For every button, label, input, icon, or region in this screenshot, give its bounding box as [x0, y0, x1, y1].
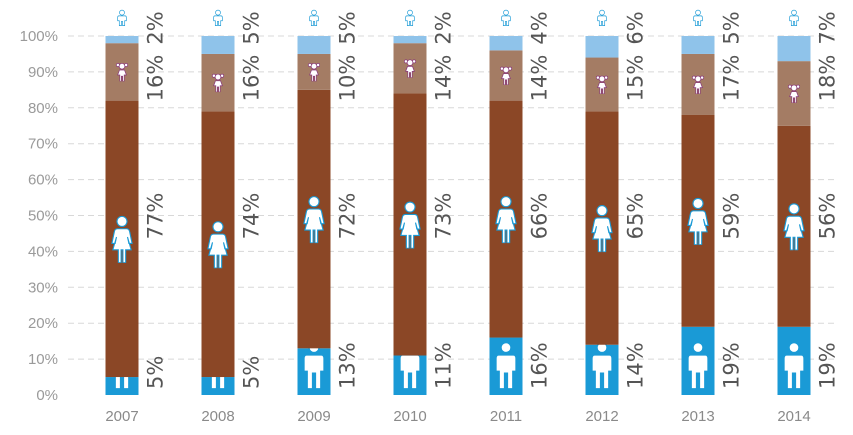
- data-label-girls: 16%: [144, 55, 168, 102]
- data-label-girls: 15%: [624, 55, 648, 102]
- y-tick-label: 10%: [28, 351, 58, 368]
- bar-group-2014: 19% 56% 18% 7% 2014: [777, 9, 840, 425]
- data-label-women: 72%: [336, 193, 360, 240]
- x-tick-label: 2009: [297, 408, 330, 425]
- bar-segment-boys: [777, 36, 811, 62]
- data-label-girls: 14%: [528, 55, 552, 102]
- data-label-men: 13%: [336, 342, 360, 389]
- boy-icon: [693, 9, 703, 26]
- data-label-women: 73%: [432, 193, 456, 240]
- y-tick-label: 80%: [28, 100, 58, 117]
- data-label-boys: 5%: [720, 11, 744, 44]
- x-tick-label: 2007: [105, 408, 138, 425]
- bar-segment-boys: [297, 36, 331, 54]
- x-tick-label: 2013: [681, 408, 714, 425]
- x-tick-label: 2012: [585, 408, 618, 425]
- data-label-boys: 5%: [240, 11, 264, 44]
- data-label-boys: 4%: [528, 11, 552, 44]
- data-label-men: 19%: [720, 342, 744, 389]
- bar-segment-boys: [489, 36, 523, 51]
- bar-group-2012: 14% 65% 15% 6% 2012: [585, 9, 648, 425]
- bar-group-2007: 5% 77% 16% 2% 2007: [105, 9, 168, 425]
- boy-icon: [309, 9, 319, 26]
- bar-segment-boys: [105, 36, 139, 44]
- y-tick-label: 70%: [28, 136, 58, 153]
- data-label-women: 77%: [144, 193, 168, 240]
- bar-segment-boys: [201, 36, 235, 54]
- x-tick-label: 2014: [777, 408, 810, 425]
- y-tick-label: 100%: [20, 28, 58, 45]
- data-label-women: 66%: [528, 193, 552, 240]
- y-tick-label: 50%: [28, 208, 58, 225]
- data-label-men: 5%: [144, 356, 168, 389]
- y-tick-label: 30%: [28, 279, 58, 296]
- boy-icon: [117, 9, 127, 26]
- y-tick-label: 60%: [28, 172, 58, 189]
- x-tick-label: 2008: [201, 408, 234, 425]
- data-label-girls: 10%: [336, 55, 360, 102]
- data-label-men: 16%: [528, 342, 552, 389]
- data-label-girls: 14%: [432, 55, 456, 102]
- bar-group-2009: 13% 72% 10% 5% 2009: [297, 9, 360, 425]
- bar-segment-men: [201, 377, 235, 395]
- data-label-women: 65%: [624, 193, 648, 240]
- bar-segment-boys: [681, 36, 715, 54]
- boy-icon: [789, 9, 799, 26]
- bar-segment-boys: [585, 36, 619, 58]
- bar-segment-men: [105, 377, 139, 395]
- data-label-women: 59%: [720, 193, 744, 240]
- data-label-boys: 2%: [144, 11, 168, 44]
- data-label-men: 14%: [624, 342, 648, 389]
- data-label-women: 74%: [240, 193, 264, 240]
- bar-segment-boys: [393, 36, 427, 44]
- boy-icon: [213, 9, 223, 26]
- y-tick-label: 0%: [36, 387, 58, 404]
- boy-icon: [597, 9, 607, 26]
- data-label-men: 19%: [816, 342, 840, 389]
- data-label-boys: 2%: [432, 11, 456, 44]
- data-label-girls: 17%: [720, 55, 744, 102]
- data-label-women: 56%: [816, 193, 840, 240]
- boy-icon: [405, 9, 415, 26]
- data-label-boys: 7%: [816, 11, 840, 44]
- x-tick-label: 2010: [393, 408, 426, 425]
- boy-icon: [501, 9, 511, 26]
- y-tick-label: 90%: [28, 64, 58, 81]
- y-tick-label: 40%: [28, 243, 58, 260]
- bar-group-2013: 19% 59% 17% 5% 2013: [681, 9, 744, 425]
- x-tick-label: 2011: [490, 408, 522, 425]
- data-label-girls: 16%: [240, 55, 264, 102]
- data-label-boys: 5%: [336, 11, 360, 44]
- data-label-men: 11%: [432, 342, 456, 389]
- bar-group-2010: 11% 73% 14% 2% 2010: [393, 9, 456, 425]
- bar-group-2011: 16% 66% 14% 4% 2011: [489, 9, 552, 425]
- data-label-boys: 6%: [624, 11, 648, 44]
- data-label-men: 5%: [240, 356, 264, 389]
- data-label-girls: 18%: [816, 55, 840, 102]
- bar-group-2008: 5% 74% 16% 5% 2008: [201, 9, 264, 425]
- y-tick-label: 20%: [28, 315, 58, 332]
